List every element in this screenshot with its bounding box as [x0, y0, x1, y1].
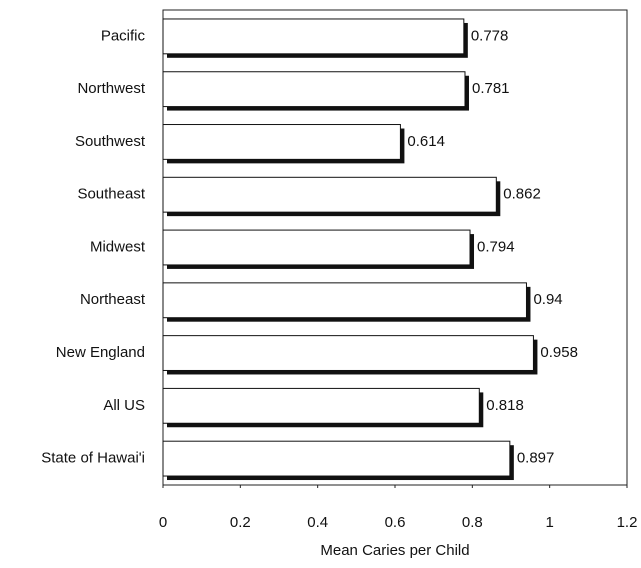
value-label: 0.778 [471, 27, 509, 44]
x-tick-label: 0.2 [230, 514, 251, 531]
value-label: 0.794 [477, 238, 515, 255]
value-label: 0.897 [517, 450, 555, 467]
y-tick-label: Northwest [77, 80, 145, 97]
y-tick-label: New England [56, 344, 145, 361]
value-label: 0.862 [503, 186, 541, 203]
x-tick-label: 1.2 [617, 514, 638, 531]
bar [162, 387, 480, 424]
y-tick-label: Pacific [101, 27, 146, 44]
value-label: 0.614 [407, 133, 445, 150]
value-label: 0.958 [540, 344, 578, 361]
x-tick-label: 0.6 [385, 514, 406, 531]
y-tick-label: Northeast [80, 291, 146, 308]
value-label: 0.94 [533, 291, 562, 308]
bar [162, 229, 471, 266]
y-tick-label: Midwest [90, 238, 146, 255]
x-tick-label: 1 [545, 514, 553, 531]
bar [162, 124, 401, 160]
y-tick-label: State of Hawai'i [41, 450, 145, 467]
bar [162, 440, 511, 477]
y-tick-label: Southeast [77, 186, 145, 203]
x-axis-title: Mean Caries per Child [320, 542, 469, 559]
value-label: 0.781 [472, 80, 510, 97]
y-tick-label: All US [103, 397, 145, 414]
bar [162, 18, 465, 55]
x-tick-label: 0 [159, 514, 167, 531]
x-tick-label: 0.4 [307, 514, 328, 531]
bar [162, 335, 534, 371]
value-label: 0.818 [486, 397, 524, 414]
bar [162, 71, 466, 108]
y-tick-label: Southwest [75, 133, 146, 150]
x-tick-label: 0.8 [462, 514, 483, 531]
bar [162, 282, 527, 319]
bar [162, 176, 497, 213]
